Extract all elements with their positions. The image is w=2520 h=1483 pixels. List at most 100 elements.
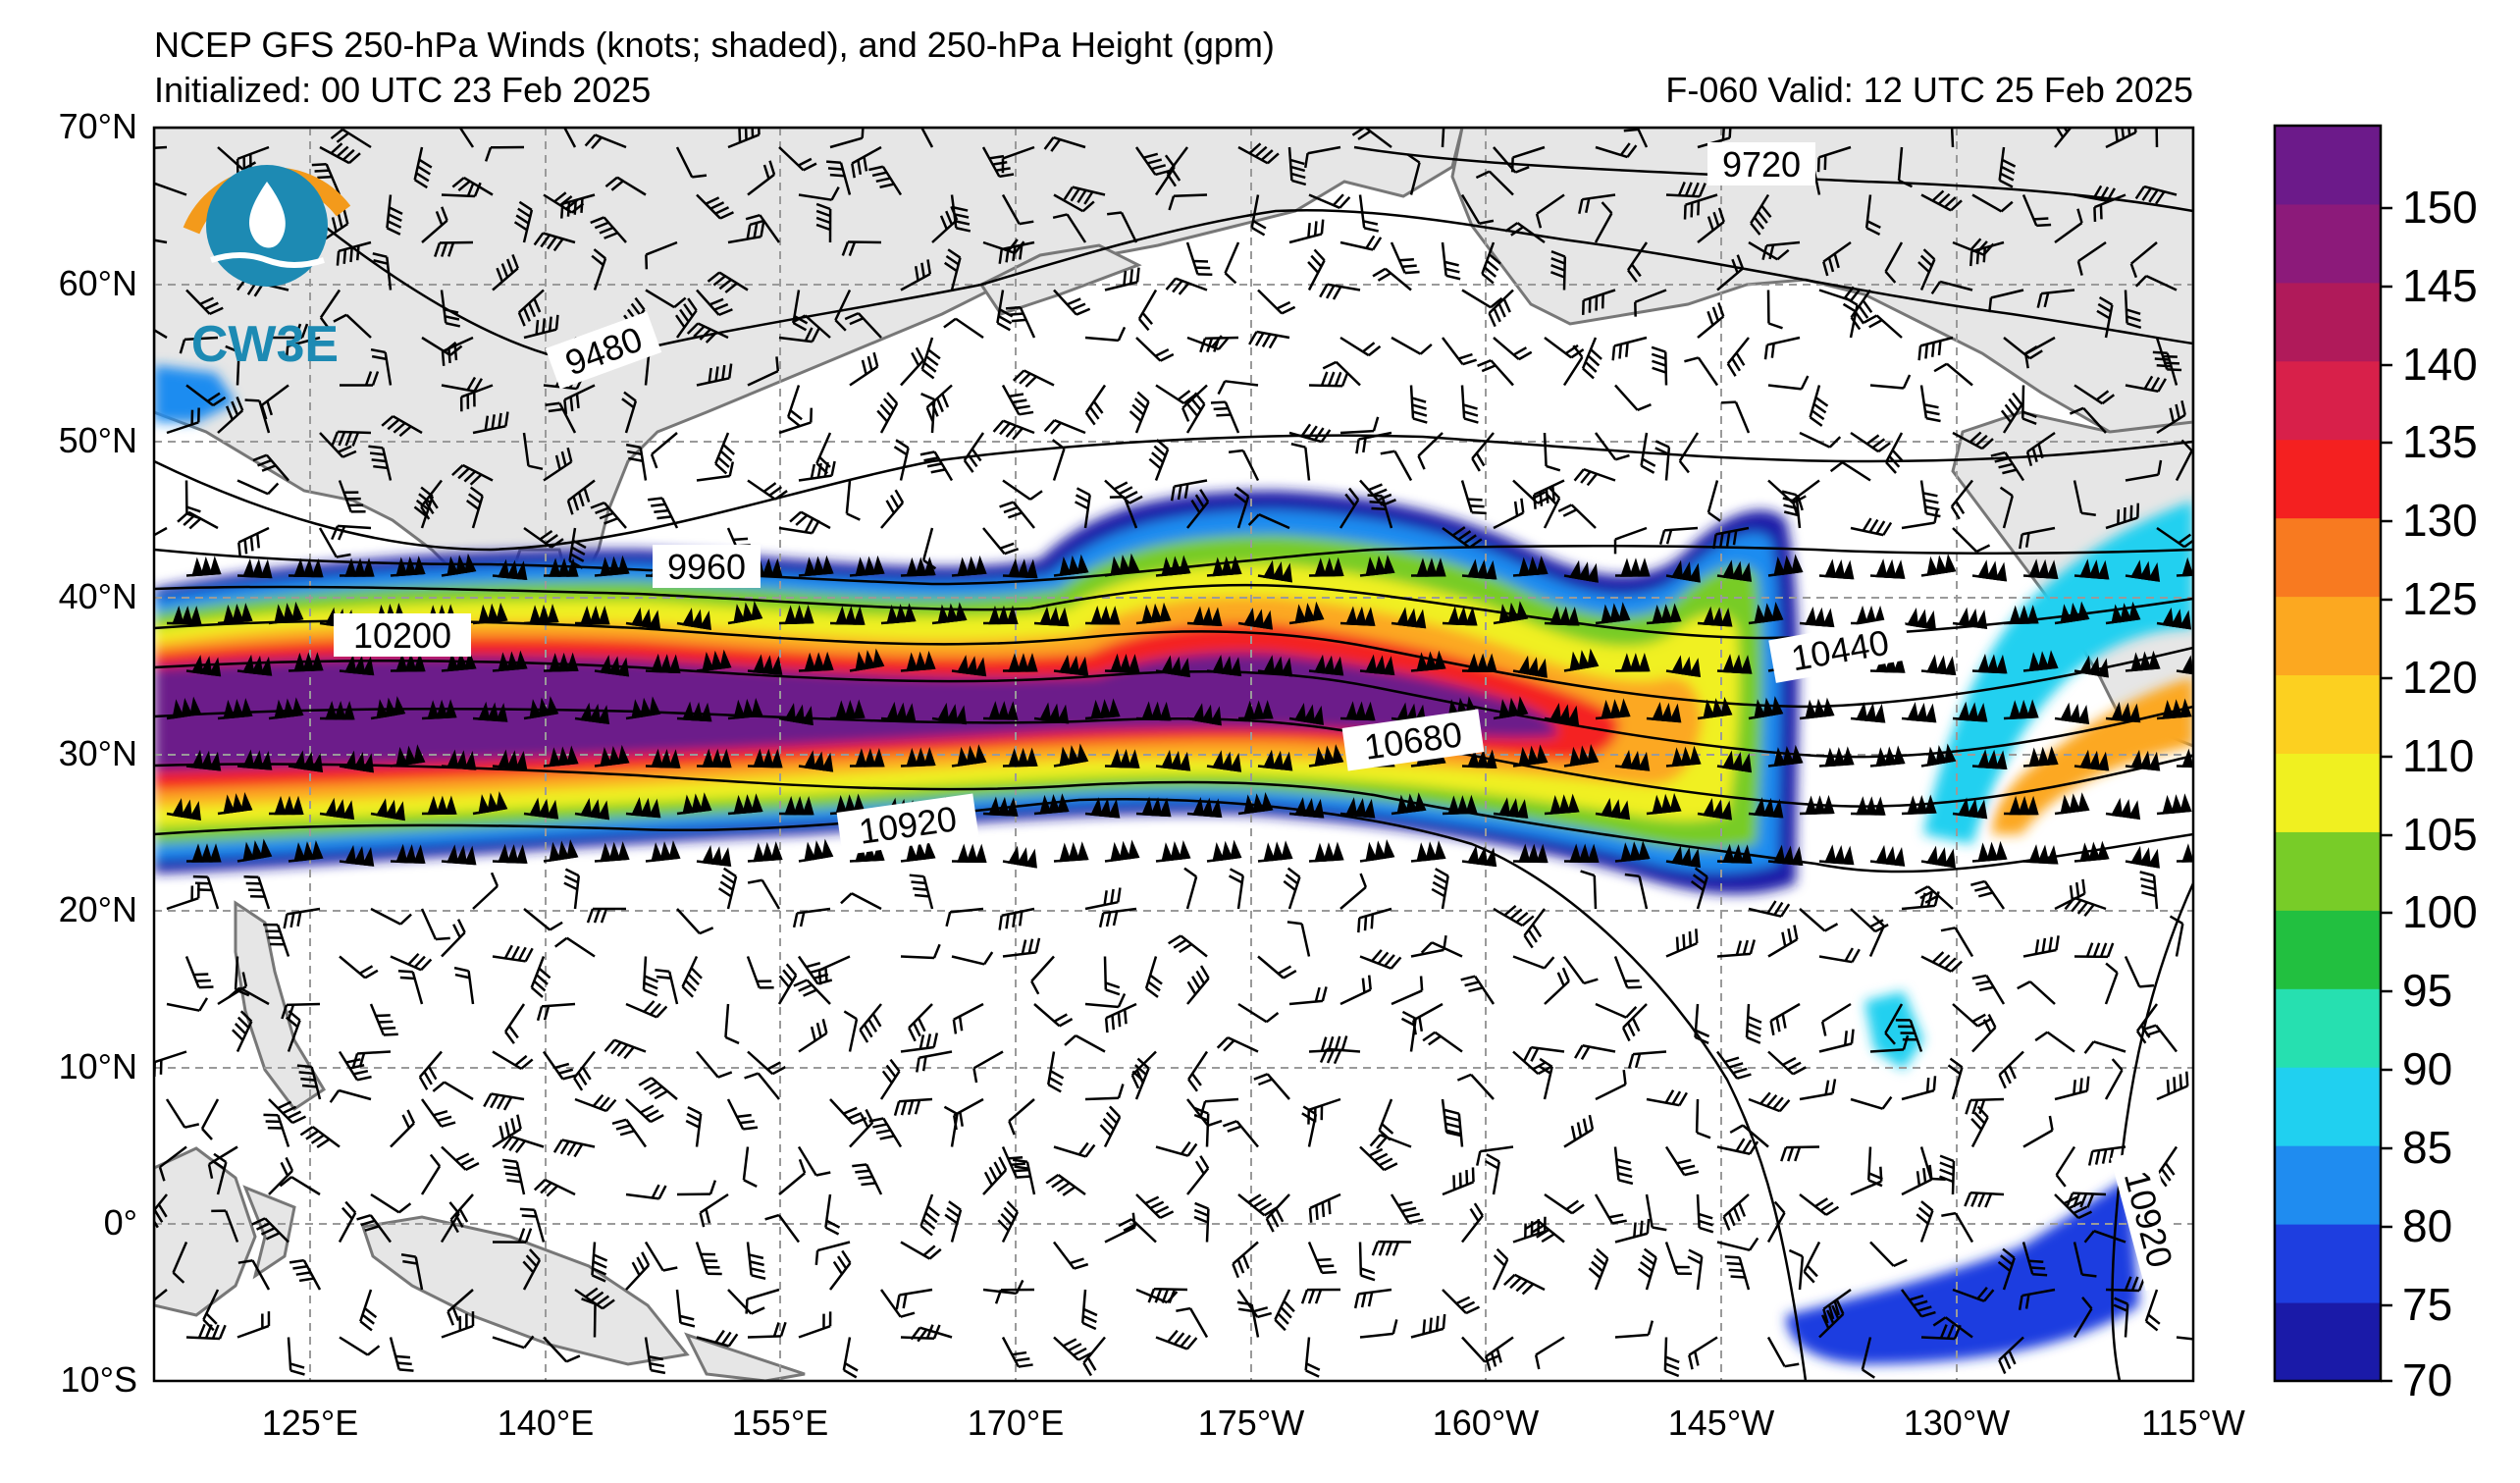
wind-barb [1002, 653, 1038, 672]
wind-barb [900, 650, 936, 672]
wind-barb [2125, 650, 2161, 672]
wind-barb [1359, 654, 1395, 676]
wind-barb [1646, 603, 1682, 625]
wind-barb [992, 419, 1035, 441]
wind-barb [797, 1145, 831, 1177]
wind-barb [2036, 289, 2075, 308]
wind-barb [1165, 277, 1208, 295]
wind-barb [1485, 1153, 1500, 1195]
wind-barb [1206, 750, 1242, 772]
wind-barb [1429, 128, 1446, 148]
wind-barb [1512, 955, 1555, 970]
wind-barb [1971, 559, 2008, 582]
wind-barb [2025, 431, 2056, 467]
wind-barb [1578, 193, 1616, 214]
wind-barb [1186, 489, 1210, 529]
wind-barb [390, 843, 426, 864]
wind-barb [2129, 241, 2158, 279]
wind-barb [1624, 873, 1649, 910]
wind-barb [2142, 128, 2159, 148]
wind-barb [390, 952, 433, 972]
wind-barb [2125, 459, 2163, 482]
wind-barb [1135, 796, 1172, 818]
wind-barb [1549, 250, 1567, 291]
wind-barb [792, 907, 831, 928]
lon-label: 170°E [968, 1403, 1064, 1443]
lat-label: 60°N [59, 263, 137, 303]
wind-barb [1850, 702, 1886, 723]
wind-barb [1687, 1248, 1704, 1291]
wind-barb [1063, 185, 1106, 205]
land-sulawesi [242, 1185, 296, 1280]
wind-barb [2104, 962, 2119, 1005]
wind-barb [492, 558, 528, 581]
wind-barb [2105, 702, 2141, 723]
wind-barb [185, 289, 224, 316]
wind-barb [236, 749, 273, 770]
wind-barb [1581, 289, 1616, 315]
wind-barb [1665, 928, 1699, 958]
wind-barb [1339, 975, 1372, 1006]
wind-barb [584, 133, 627, 149]
wind-barb [746, 1242, 766, 1280]
wind-barb [727, 222, 765, 244]
wind-barb [1869, 374, 1912, 390]
wind-barb [1084, 992, 1127, 1009]
wind-barb [1359, 1145, 1398, 1172]
wind-barb [747, 878, 781, 910]
wind-barb [501, 1158, 526, 1195]
wind-barb [1391, 792, 1427, 816]
wind-barb [338, 480, 366, 513]
wind-barb [824, 1193, 841, 1236]
wind-barb [1803, 1241, 1821, 1284]
wind-barb [2125, 845, 2160, 869]
wind-barb [1186, 796, 1223, 819]
wind-barb [1651, 345, 1668, 386]
wind-barb [268, 601, 304, 625]
wind-barb [798, 1019, 828, 1053]
wind-barb [879, 1289, 916, 1318]
wind-barb [844, 311, 882, 339]
wind-barb [789, 510, 831, 530]
wind-barb [1250, 194, 1267, 237]
wind-barb [1104, 553, 1140, 577]
wind-barb [1131, 1057, 1150, 1100]
colorbar-label: 145 [2402, 260, 2478, 311]
wind-barb [1303, 145, 1341, 169]
wind-barb [1390, 241, 1420, 275]
wind-barb [1697, 797, 1733, 821]
wind-barb [1234, 486, 1250, 529]
wind-barb [931, 702, 968, 725]
wind-barb [2156, 698, 2192, 720]
wind-barb [336, 240, 372, 266]
wind-barb [1920, 1324, 1962, 1341]
wind-barb [1154, 154, 1176, 196]
wind-barb [747, 841, 783, 863]
wind-barb [1563, 648, 1600, 672]
wind-barb [1237, 142, 1280, 165]
wind-barb [1745, 1003, 1762, 1044]
wind-barb [778, 407, 814, 435]
wind-barb [778, 795, 814, 816]
wind-barb [1637, 1247, 1657, 1291]
wind-barb [472, 602, 508, 625]
wind-barb [1410, 1313, 1446, 1339]
wind-barb [1917, 248, 1936, 291]
wind-barb [390, 556, 426, 577]
wind-barb [943, 248, 962, 291]
wind-barb [465, 486, 484, 529]
wind-barb [1901, 608, 1937, 630]
wind-barb [244, 398, 271, 434]
wind-barb [1168, 193, 1208, 211]
colorbar-label: 105 [2402, 809, 2478, 860]
wind-barb [1595, 142, 1638, 159]
wind-barb [1809, 385, 1829, 427]
wind-barb [1308, 371, 1349, 388]
wind-barb [1544, 702, 1580, 725]
wind-barb [441, 749, 477, 770]
wind-barb [909, 874, 934, 910]
wind-barb [236, 145, 270, 174]
lon-label: 155°E [732, 1403, 828, 1443]
wind-barb [1716, 939, 1756, 958]
wind-barb [166, 997, 209, 1012]
